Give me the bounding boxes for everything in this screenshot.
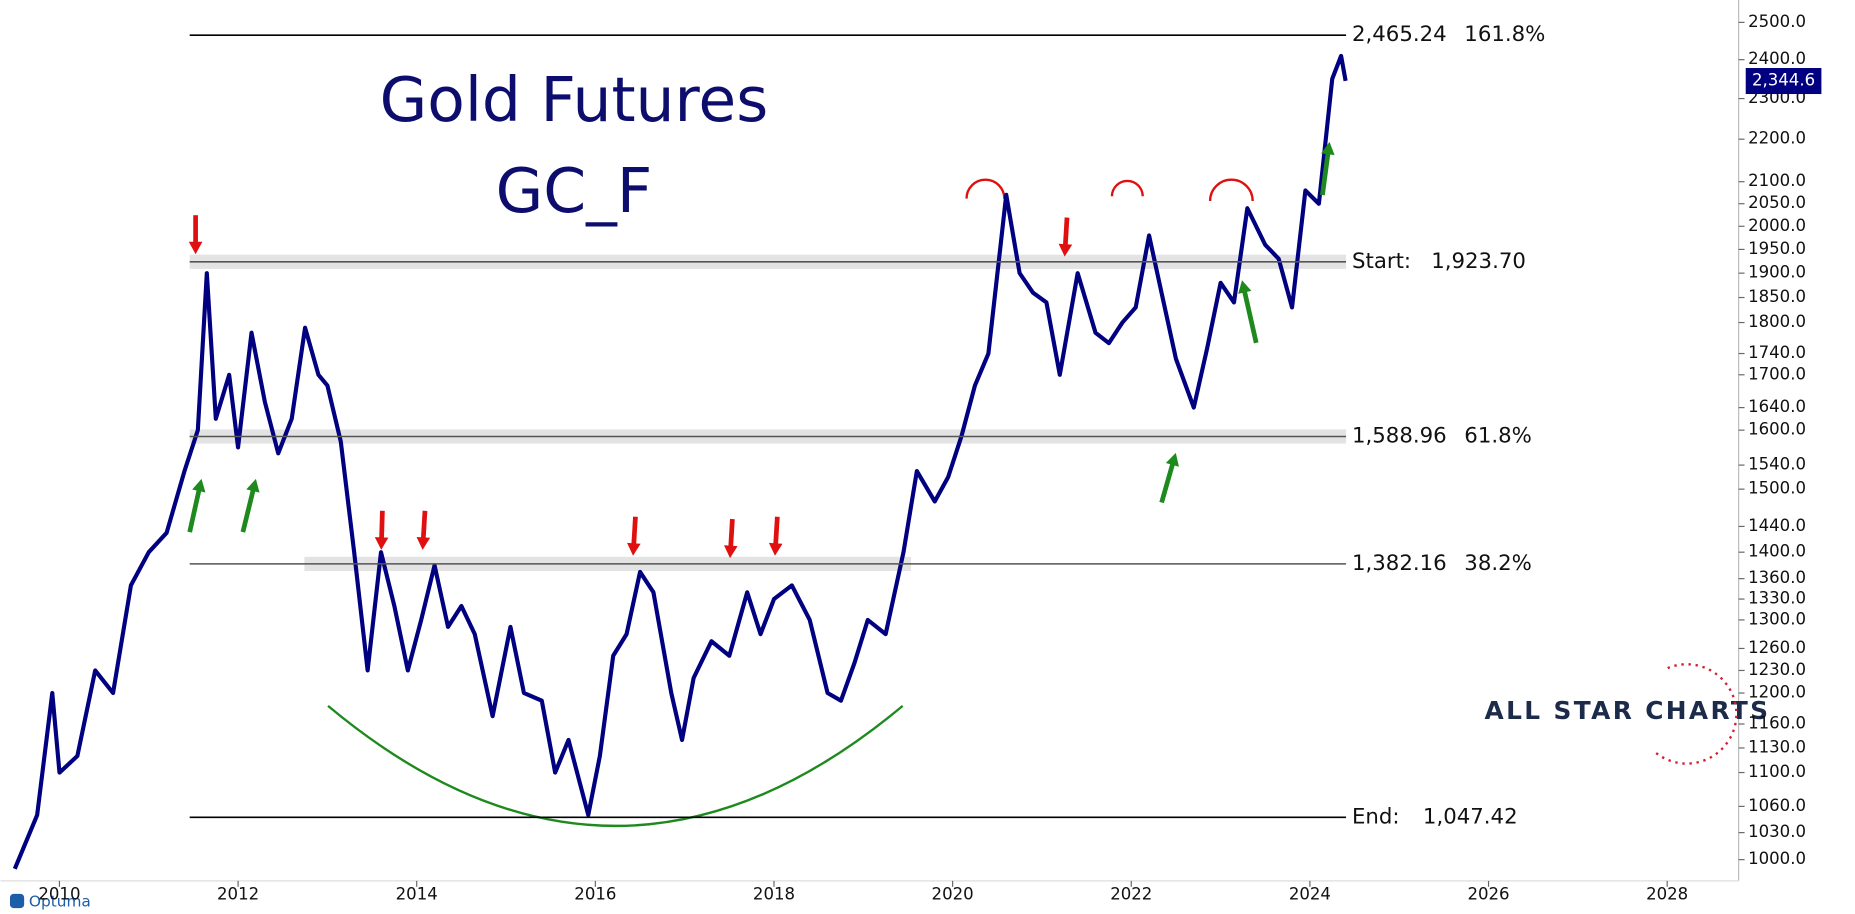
- level-label: 2,465.24: [1352, 22, 1447, 47]
- brand-icon: [9, 893, 25, 909]
- arrow-shaft: [240, 489, 256, 533]
- arrow-head: [1165, 452, 1179, 467]
- y-tick-label: 1230.0: [1748, 660, 1806, 679]
- y-tick-label: 1400.0: [1748, 542, 1806, 561]
- level-label: 1,382.16: [1352, 551, 1447, 576]
- y-tick-label: 1030.0: [1748, 822, 1806, 841]
- y-tick-label: 1600.0: [1748, 420, 1806, 439]
- arrow-shaft: [631, 516, 638, 545]
- arrow-head: [188, 241, 203, 255]
- x-tick-label: 2028: [1646, 885, 1688, 904]
- y-tick-label: 1900.0: [1748, 263, 1806, 282]
- arc-annotation: [965, 178, 1006, 199]
- y-tick-label: 2400.0: [1748, 49, 1806, 68]
- x-tick-label: 2022: [1110, 885, 1152, 904]
- arrow-head: [1238, 280, 1252, 294]
- arrow-head: [374, 537, 389, 550]
- level-label: 1,923.70: [1431, 249, 1526, 274]
- level-pct: 161.8%: [1464, 22, 1545, 47]
- arrow-head: [627, 542, 641, 556]
- price-line: [12, 53, 1348, 870]
- arrow-head: [246, 478, 260, 493]
- chart-subtitle: GC_F: [496, 156, 653, 227]
- arrow-shaft: [1159, 463, 1175, 504]
- x-tick-label: 2018: [753, 885, 795, 904]
- logo-text: ALL STAR CHARTS: [1485, 696, 1771, 725]
- y-tick-label: 2500.0: [1748, 12, 1806, 31]
- y-tick-label: 1260.0: [1748, 638, 1806, 657]
- last-value-tag: [1745, 68, 1822, 95]
- y-tick-label: 1950.0: [1748, 239, 1806, 258]
- y-tick-label: 1540.0: [1748, 455, 1806, 474]
- arrow-shaft: [1062, 217, 1070, 246]
- level-pct: 38.2%: [1464, 551, 1532, 576]
- y-tick-label: 1850.0: [1748, 287, 1806, 306]
- y-tick-label: 1330.0: [1748, 589, 1806, 608]
- arrow-head: [768, 542, 783, 556]
- arrow-shaft: [773, 516, 780, 545]
- logo: ALL STAR CHARTS: [1485, 663, 1771, 765]
- last-value-label: 2,344.6: [1752, 71, 1815, 90]
- arrow-head: [416, 536, 431, 550]
- y-tick-label: 1800.0: [1748, 312, 1806, 331]
- arrow-shaft: [420, 510, 428, 539]
- y-tick-label: 1500.0: [1748, 479, 1806, 498]
- x-tick-label: 2012: [217, 885, 259, 904]
- arc-annotation: [1208, 178, 1254, 202]
- level-name: End:: [1352, 804, 1400, 829]
- brand: Optuma: [29, 893, 91, 911]
- arrow-head: [192, 478, 206, 493]
- x-tick-label: 2014: [396, 885, 438, 904]
- y-tick-label: 1300.0: [1748, 609, 1806, 628]
- arrow-shaft: [379, 510, 385, 539]
- y-tick-label: 1640.0: [1748, 397, 1806, 416]
- y-tick-label: 1360.0: [1748, 568, 1806, 587]
- level-label: 1,047.42: [1423, 804, 1518, 829]
- x-tick-label: 2010: [38, 885, 80, 904]
- y-tick-label: 1700.0: [1748, 364, 1806, 383]
- arrow-shaft: [1242, 290, 1259, 344]
- y-tick-label: 1060.0: [1748, 796, 1806, 815]
- level-pct: 61.8%: [1464, 423, 1532, 448]
- arc-annotation: [327, 704, 904, 827]
- level-label: 1,588.96: [1352, 423, 1447, 448]
- arrow-head: [724, 545, 738, 559]
- y-tick-label: 2100.0: [1748, 171, 1806, 190]
- x-tick-label: 2026: [1467, 885, 1509, 904]
- y-tick-label: 1100.0: [1748, 762, 1806, 781]
- x-tick-label: 2020: [932, 885, 974, 904]
- arrow-head: [1321, 141, 1335, 156]
- arrow-shaft: [728, 518, 735, 547]
- arrow-shaft: [1320, 152, 1331, 196]
- y-tick-label: 1440.0: [1748, 516, 1806, 535]
- arc-annotation: [1110, 179, 1144, 197]
- x-tick-label: 2016: [574, 885, 616, 904]
- y-tick-label: 2000.0: [1748, 216, 1806, 235]
- chart-title: Gold Futures: [380, 65, 769, 136]
- y-tick-label: 1200.0: [1748, 683, 1806, 702]
- y-tick-label: 1130.0: [1748, 737, 1806, 756]
- y-tick-label: 1160.0: [1748, 714, 1806, 733]
- y-tick-label: 2200.0: [1748, 129, 1806, 148]
- arrow-shaft: [187, 489, 202, 533]
- y-tick-label: 1000.0: [1748, 849, 1806, 868]
- y-tick-label: 1740.0: [1748, 343, 1806, 362]
- arrow-head: [1058, 243, 1073, 257]
- x-tick-label: 2024: [1289, 885, 1331, 904]
- y-tick-label: 2050.0: [1748, 193, 1806, 212]
- level-name: Start:: [1352, 249, 1411, 274]
